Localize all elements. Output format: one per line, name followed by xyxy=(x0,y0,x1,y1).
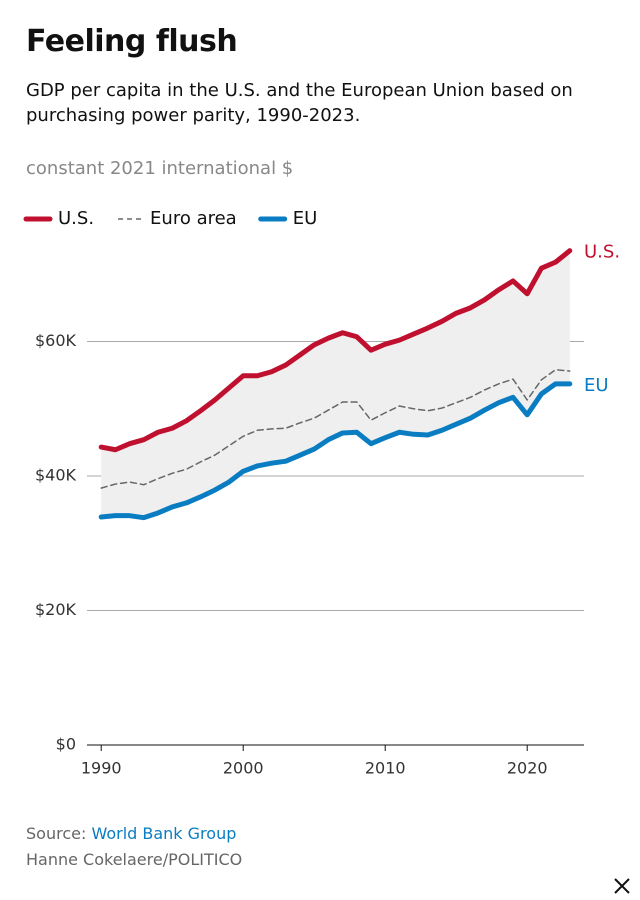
x-tick-label: 1990 xyxy=(81,759,122,778)
series-line xyxy=(100,368,571,489)
close-button[interactable] xyxy=(612,876,632,896)
source-label: Source: xyxy=(26,824,87,843)
credit: Hanne Cokelaere/POLITICO xyxy=(26,850,243,869)
legend-label: U.S. xyxy=(58,208,94,229)
chart-title: Feeling flush xyxy=(26,24,238,59)
series-line xyxy=(98,248,573,453)
legend-label: EU xyxy=(293,208,318,229)
y-tick-label: $60K xyxy=(35,331,77,350)
source-link[interactable]: World Bank Group xyxy=(91,824,237,843)
x-tick-label: 2010 xyxy=(365,759,406,778)
end-label: U.S. xyxy=(584,242,620,263)
y-axis-label: constant 2021 international $ xyxy=(26,158,294,179)
y-tick-label: $40K xyxy=(35,465,77,484)
y-tick-label: $20K xyxy=(35,600,77,619)
x-tick-label: 2000 xyxy=(223,759,264,778)
source: Source: World Bank Group xyxy=(26,824,236,843)
series-line xyxy=(98,381,573,521)
x-tick-label: 2020 xyxy=(507,759,548,778)
end-label: EU xyxy=(584,375,609,396)
legend-label: Euro area xyxy=(150,208,237,229)
chart: U.S. Euro area EU $0 $20K $40K $60K 1990 2000 201… xyxy=(23,208,620,778)
chart-subtitle: GDP per capita in the U.S. and the Europ… xyxy=(26,80,573,126)
y-tick-label: $0 xyxy=(56,735,76,754)
close-icon xyxy=(614,878,630,894)
